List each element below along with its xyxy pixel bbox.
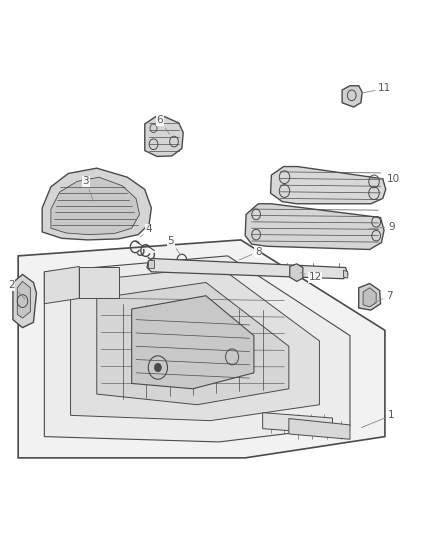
Circle shape (154, 364, 161, 372)
Polygon shape (42, 168, 151, 240)
Text: 5: 5 (168, 236, 180, 255)
Polygon shape (17, 281, 30, 318)
Polygon shape (79, 266, 119, 298)
Text: 11: 11 (361, 83, 392, 93)
Polygon shape (343, 270, 348, 278)
Polygon shape (97, 282, 289, 405)
Text: 3: 3 (82, 176, 94, 201)
Polygon shape (363, 288, 376, 307)
Polygon shape (51, 177, 140, 235)
Polygon shape (179, 270, 185, 275)
Polygon shape (271, 166, 386, 204)
Text: 2: 2 (8, 280, 25, 299)
Polygon shape (44, 256, 350, 442)
Text: 9: 9 (368, 222, 395, 232)
Polygon shape (342, 86, 362, 107)
Polygon shape (263, 413, 332, 434)
Polygon shape (132, 296, 254, 389)
Polygon shape (359, 284, 381, 310)
Polygon shape (13, 274, 36, 328)
Polygon shape (44, 266, 79, 304)
Polygon shape (290, 264, 303, 281)
Polygon shape (245, 204, 384, 249)
Polygon shape (289, 418, 350, 439)
Polygon shape (147, 259, 348, 279)
Polygon shape (145, 117, 183, 157)
Text: 8: 8 (239, 247, 261, 260)
Text: 10: 10 (370, 174, 400, 184)
Text: 12: 12 (300, 272, 321, 282)
Text: 7: 7 (374, 290, 392, 303)
Text: 1: 1 (361, 410, 395, 427)
Polygon shape (71, 266, 319, 421)
Polygon shape (18, 240, 385, 458)
Polygon shape (148, 260, 154, 268)
Text: 6: 6 (157, 115, 170, 134)
Text: 4: 4 (140, 224, 152, 237)
